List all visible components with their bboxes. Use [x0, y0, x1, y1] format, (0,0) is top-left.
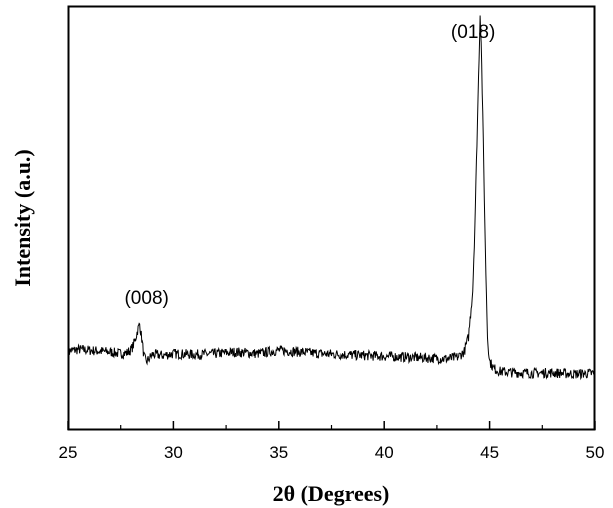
peak-label: (008): [124, 288, 168, 309]
series-line: [67, 15, 596, 381]
x-tick-label: 50: [586, 443, 605, 462]
x-tick-label: 30: [164, 443, 183, 462]
x-tick-label: 25: [59, 443, 78, 462]
x-axis-title: 2θ (Degrees): [273, 481, 390, 506]
x-tick-label: 35: [269, 443, 288, 462]
peak-label: (018): [451, 22, 495, 43]
y-axis-title: Intensity (a.u.): [10, 149, 35, 287]
x-tick-label: 45: [480, 443, 499, 462]
x-tick-label: 40: [375, 443, 394, 462]
plot-frame: [67, 5, 596, 431]
